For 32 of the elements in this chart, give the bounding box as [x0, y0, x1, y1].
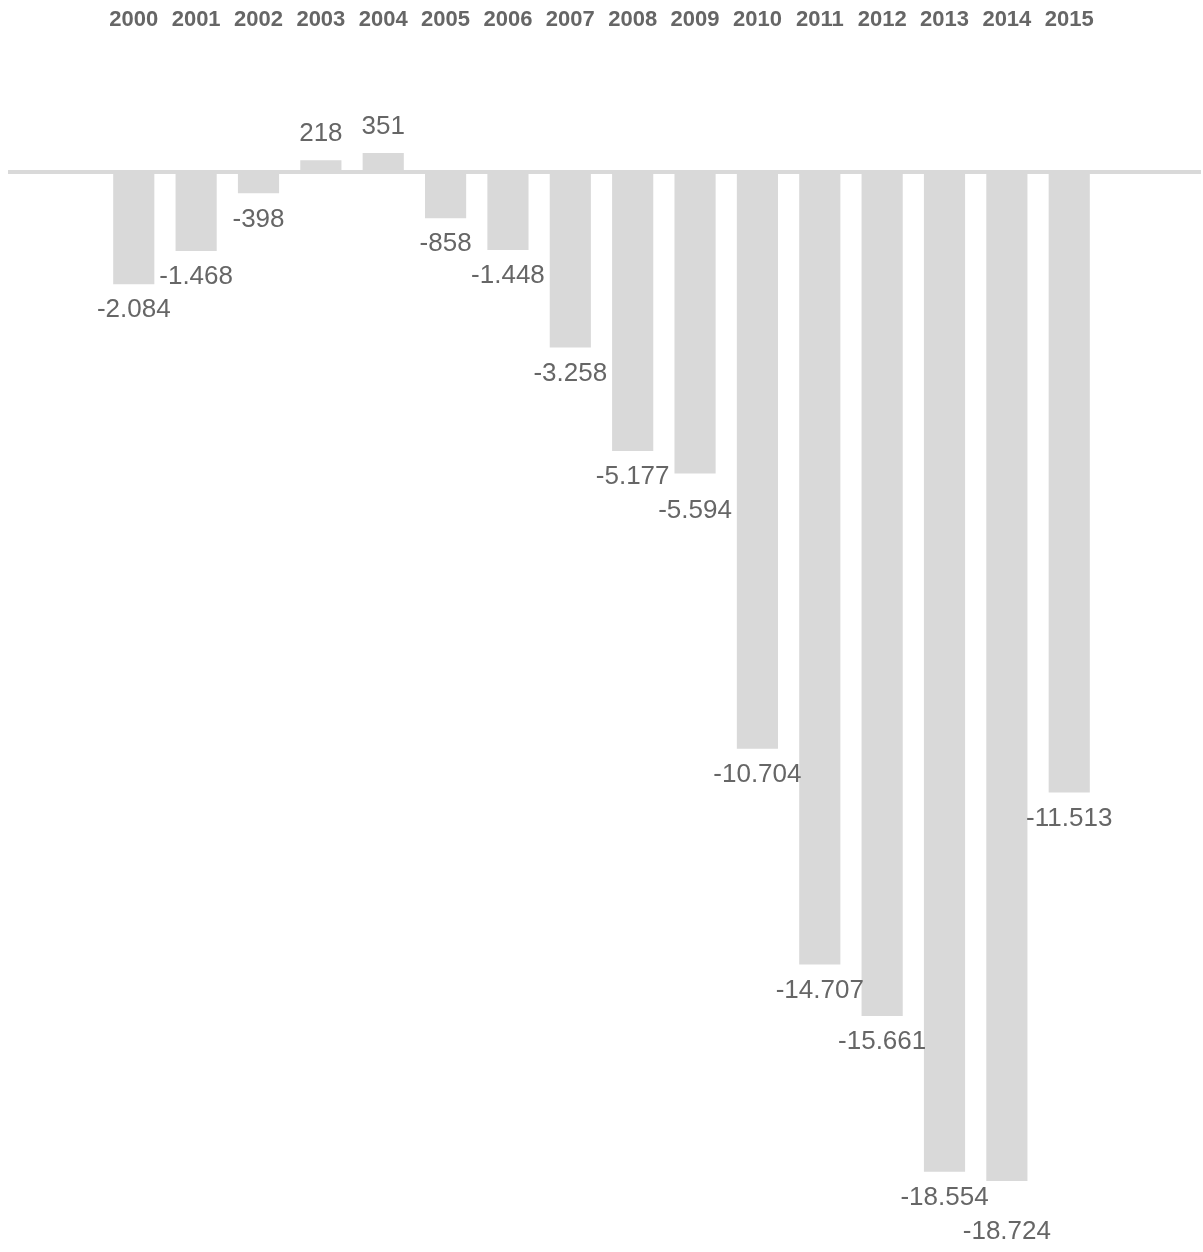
x-tick-label: 2011: [795, 5, 844, 31]
data-label: -15.661: [838, 1025, 927, 1056]
data-label: -18.554: [900, 1181, 989, 1212]
x-tick-label: 2014: [982, 5, 1033, 31]
data-label: -5.594: [658, 494, 732, 525]
data-label: -858: [419, 227, 472, 258]
x-tick-label: 2010: [732, 5, 782, 31]
x-tick-label: 2006: [483, 5, 533, 31]
data-label: 218: [299, 117, 343, 148]
x-tick-label: 2001: [171, 5, 221, 31]
x-tick-label: 2008: [608, 5, 658, 31]
x-tick-label: 2004: [358, 5, 409, 31]
x-tick-label: 2013: [920, 5, 969, 31]
data-label: -18.724: [962, 1215, 1051, 1246]
x-tick-label: 2007: [545, 5, 595, 31]
data-label: -1.448: [471, 259, 545, 290]
data-label: 351: [361, 110, 405, 141]
x-tick-label: 2005: [421, 5, 471, 31]
x-tick-label: 2003: [296, 5, 346, 31]
x-tick-label: 2002: [234, 5, 283, 31]
data-label: -11.513: [1026, 801, 1113, 832]
data-label: -398: [232, 202, 285, 233]
x-tick-label: 2012: [857, 5, 907, 31]
data-label: -5.177: [595, 460, 670, 491]
data-label: -2.084: [96, 293, 171, 324]
x-tick-label: 2000: [109, 5, 159, 31]
data-label: -1.468: [159, 260, 233, 291]
data-label: -3.258: [533, 356, 608, 387]
data-label: -14.707: [775, 973, 864, 1004]
x-tick-label: 2009: [670, 5, 720, 31]
x-tick-label: 2015: [1044, 5, 1094, 31]
data-label: -10.704: [713, 757, 802, 788]
